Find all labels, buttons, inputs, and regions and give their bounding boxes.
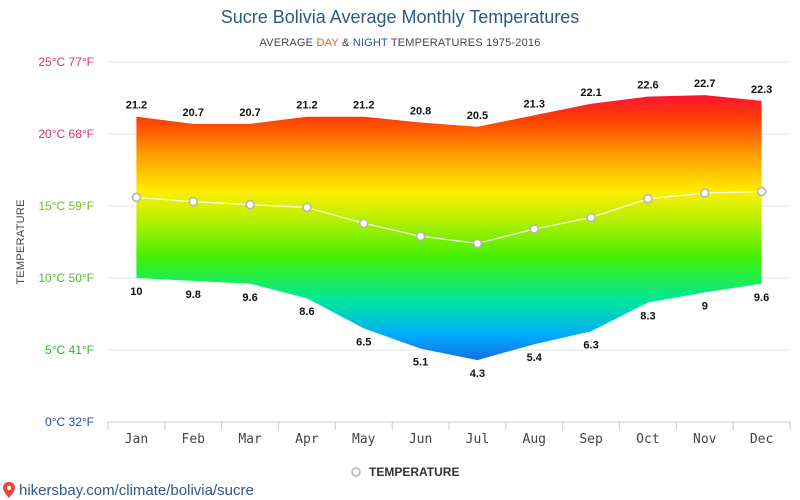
source-url[interactable]: hikersbay.com/climate/bolivia/sucre bbox=[19, 482, 254, 499]
night-value-label: 8.6 bbox=[299, 306, 314, 318]
average-temperature-point[interactable] bbox=[586, 212, 596, 223]
average-temperature-line bbox=[136, 190, 762, 245]
subtitle-prefix: AVERAGE bbox=[259, 37, 316, 49]
legend-label-temperature: TEMPERATURE bbox=[369, 465, 459, 479]
average-temperature-point[interactable] bbox=[529, 224, 540, 234]
y-tick-label: 10°C 50°F bbox=[38, 271, 94, 285]
night-value-label: 9.8 bbox=[186, 289, 201, 301]
temperature-range-area bbox=[136, 95, 762, 361]
day-value-label: 22.3 bbox=[751, 84, 772, 96]
y-tick-label: 15°C 59°F bbox=[38, 199, 94, 213]
day-value-label: 20.7 bbox=[183, 107, 204, 119]
day-value-label: 21.2 bbox=[353, 100, 374, 112]
data-labels: 21.2 20.7 20.7 21.2 21.2 20.8 20.5 21.3 22.1 22.6… bbox=[126, 78, 773, 380]
night-value-label: 9.6 bbox=[754, 292, 769, 304]
y-tick-label: 25°C 77°F bbox=[38, 55, 94, 69]
average-temperature-point[interactable] bbox=[131, 192, 142, 203]
y-axis-ticks: 0°C 32°F 5°C 41°F 10°C 50°F 15°C 59°F 20°C 6… bbox=[38, 55, 94, 429]
day-value-label: 22.7 bbox=[694, 78, 715, 90]
day-value-label: 20.8 bbox=[410, 105, 431, 117]
y-axis-label: TEMPERATURE bbox=[15, 199, 27, 285]
night-value-label: 10 bbox=[130, 286, 142, 298]
night-value-label: 4.3 bbox=[470, 368, 485, 380]
x-axis: Jan Feb Mar Apr May Jun Jul Aug Sep Oct Nov Dec bbox=[107, 421, 791, 447]
average-temperature-point[interactable] bbox=[302, 202, 312, 213]
average-temperature-point[interactable] bbox=[358, 218, 369, 229]
day-value-label: 21.3 bbox=[524, 98, 545, 110]
y-tick-label: 0°C 32°F bbox=[45, 415, 94, 429]
x-tick-label: Dec bbox=[750, 432, 773, 447]
day-value-label: 21.2 bbox=[296, 100, 317, 112]
x-tick-label: Feb bbox=[182, 432, 206, 447]
night-value-label: 5.1 bbox=[413, 357, 428, 369]
night-value-label: 5.4 bbox=[527, 352, 543, 364]
subtitle-suffix: TEMPERATURES 1975-2016 bbox=[388, 37, 541, 49]
night-value-label: 9 bbox=[702, 300, 708, 312]
day-value-label: 20.5 bbox=[467, 110, 488, 122]
y-tick-label: 5°C 41°F bbox=[45, 343, 94, 357]
average-temperature-point[interactable] bbox=[472, 238, 483, 249]
source-link[interactable]: hikersbay.com/climate/bolivia/sucre bbox=[3, 482, 254, 499]
legend[interactable]: TEMPERATURE bbox=[351, 465, 459, 479]
average-temperature-point[interactable] bbox=[415, 231, 426, 242]
y-tick-label: 20°C 68°F bbox=[38, 127, 94, 141]
x-tick-label: Jan bbox=[125, 432, 148, 447]
day-value-label: 21.2 bbox=[126, 100, 147, 112]
x-tick-label: Mar bbox=[238, 432, 262, 447]
day-value-label: 22.1 bbox=[580, 87, 601, 99]
subtitle-night: NIGHT bbox=[353, 37, 388, 49]
x-tick-label: Jun bbox=[409, 432, 432, 447]
x-tick-label: Aug bbox=[523, 432, 546, 447]
night-value-label: 9.6 bbox=[242, 292, 257, 304]
circle-marker-icon bbox=[351, 467, 361, 477]
chart-title: Sucre Bolivia Average Monthly Temperatur… bbox=[221, 7, 580, 27]
average-temperature-point[interactable] bbox=[756, 186, 767, 197]
x-tick-label: May bbox=[352, 432, 376, 447]
x-tick-label: Apr bbox=[295, 432, 319, 447]
average-temperature-point[interactable] bbox=[643, 194, 653, 204]
x-tick-label: Nov bbox=[693, 432, 717, 447]
night-value-label: 6.3 bbox=[583, 339, 598, 351]
day-value-label: 22.6 bbox=[637, 80, 658, 92]
day-value-label: 20.7 bbox=[239, 107, 260, 119]
subtitle-day: DAY bbox=[316, 37, 339, 49]
average-temperature-point[interactable] bbox=[245, 199, 255, 210]
x-tick-label: Sep bbox=[579, 432, 603, 447]
location-pin-dot bbox=[6, 485, 12, 491]
average-temperature-point[interactable] bbox=[699, 188, 710, 198]
subtitle-mid: & bbox=[339, 37, 353, 49]
chart-subtitle: AVERAGE DAY & NIGHT TEMPERATURES 1975-20… bbox=[259, 37, 540, 49]
night-value-label: 8.3 bbox=[640, 310, 655, 322]
average-temperature-series bbox=[131, 186, 767, 249]
x-tick-label: Oct bbox=[636, 432, 659, 447]
x-tick-label: Jul bbox=[466, 432, 489, 447]
average-temperature-point[interactable] bbox=[188, 196, 199, 207]
night-value-label: 6.5 bbox=[356, 336, 371, 348]
